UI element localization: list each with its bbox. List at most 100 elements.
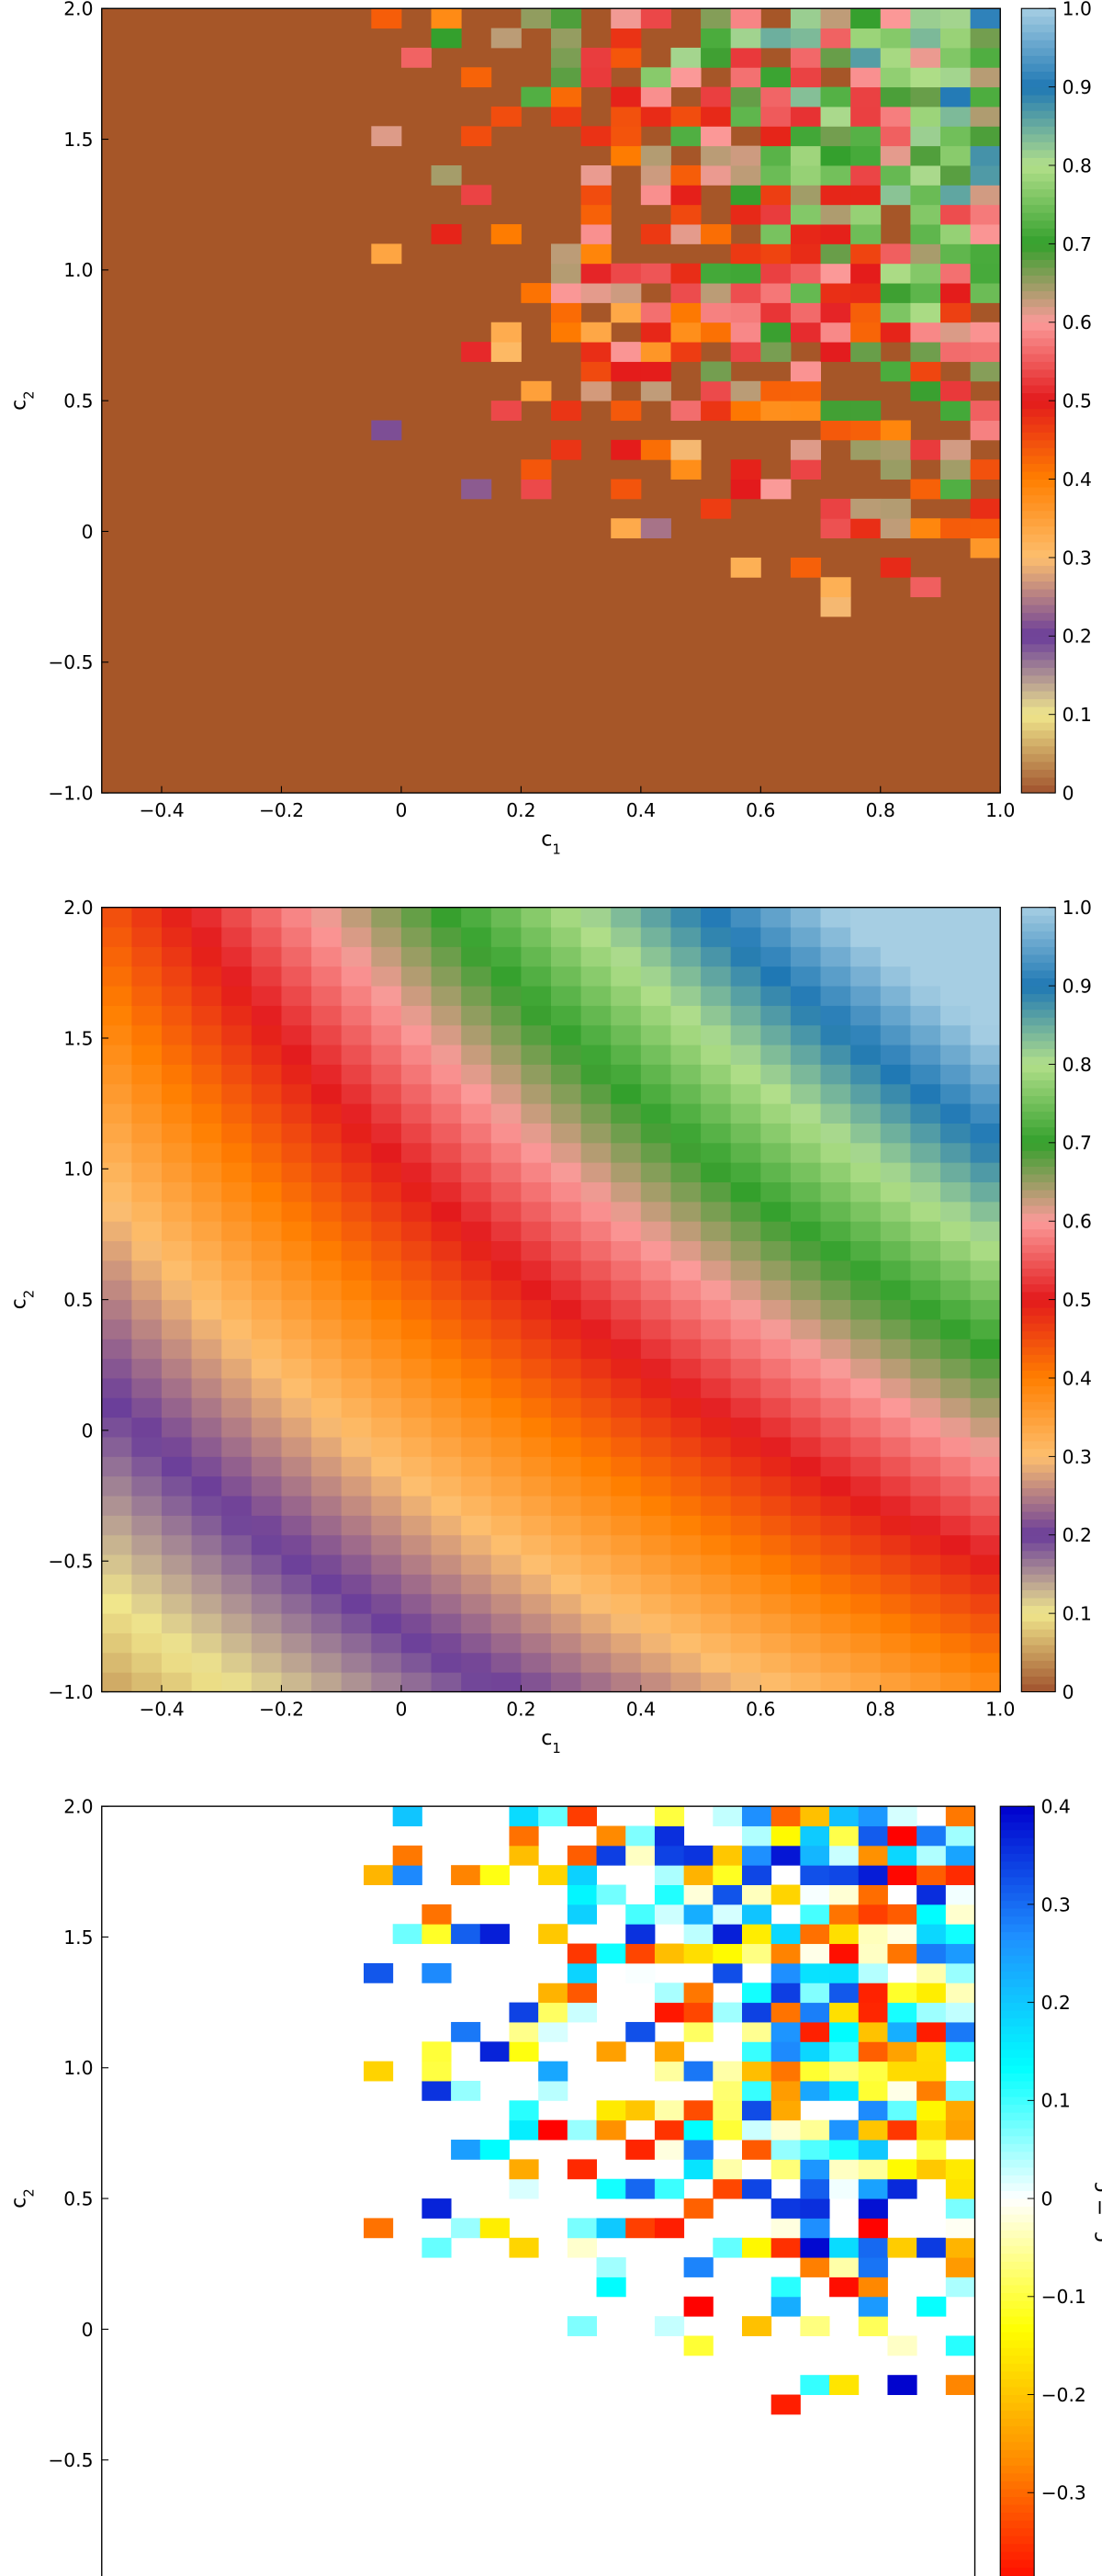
heatmap-cell: [887, 2178, 917, 2199]
colorbar-tick-label: −0.1: [1041, 2286, 1086, 2308]
heatmap-cell: [820, 302, 851, 323]
heatmap-cell: [742, 1904, 772, 1925]
colorbar: 00.10.20.30.40.50.60.70.80.91.0c3,fit: [1020, 897, 1092, 1703]
colorbar-segment: [1021, 1307, 1056, 1316]
heatmap-cell: [580, 1280, 612, 1301]
colorbar-segment: [1021, 212, 1056, 221]
heatmap-cell: [670, 439, 702, 460]
heatmap-cell: [760, 1358, 792, 1379]
y-tick-label: 1.0: [63, 2057, 93, 2079]
colorbar-segment: [1021, 1527, 1056, 1536]
heatmap-cell: [640, 1045, 671, 1065]
colorbar-segment: [1021, 1496, 1056, 1505]
heatmap-cell: [341, 1318, 372, 1339]
heatmap-cell: [281, 1554, 312, 1575]
colorbar-segment: [1021, 1644, 1056, 1654]
heatmap-cell: [509, 2100, 539, 2121]
heatmap-cell: [760, 479, 792, 500]
colorbar-segment: [1021, 8, 1056, 17]
heatmap-cell: [221, 1299, 253, 1320]
heatmap-cell: [580, 1397, 612, 1418]
heatmap-cell: [910, 518, 941, 539]
heatmap-cell: [654, 2041, 685, 2062]
heatmap-cell: [880, 1045, 911, 1065]
heatmap-cell: [970, 1201, 1001, 1222]
colorbar-tick-label: 0: [1063, 782, 1074, 804]
heatmap-cell: [221, 1593, 253, 1614]
heatmap-cell: [640, 518, 671, 539]
heatmap-cell: [730, 1240, 761, 1261]
colorbar-segment: [1021, 1448, 1056, 1457]
heatmap-cell: [431, 1672, 462, 1692]
heatmap-cell: [760, 1162, 792, 1182]
heatmap-cell: [281, 1358, 312, 1379]
colorbar-segment: [1000, 2394, 1035, 2403]
heatmap-cell: [101, 1142, 132, 1163]
heatmap-cell: [654, 1806, 685, 1826]
colorbar-segment: [1000, 2159, 1035, 2168]
colorbar-segment: [1000, 2559, 1035, 2568]
heatmap-cell: [820, 1554, 851, 1575]
heatmap-cell: [461, 126, 492, 147]
heatmap-cell: [770, 2159, 801, 2180]
heatmap-cell: [341, 1083, 372, 1104]
heatmap-cell: [940, 1103, 972, 1124]
colorbar-segment: [1021, 915, 1056, 924]
heatmap-cell: [490, 342, 522, 362]
heatmap-cell: [461, 479, 492, 500]
heatmap-cell: [880, 946, 911, 967]
heatmap-cell: [311, 1534, 343, 1555]
heatmap-cell: [371, 1554, 402, 1575]
heatmap-cell: [683, 2002, 714, 2023]
heatmap-cell: [730, 459, 761, 480]
heatmap-cell: [490, 322, 522, 343]
heatmap-cell: [760, 28, 792, 49]
heatmap-cell: [101, 946, 132, 967]
heatmap-cell: [820, 1280, 851, 1301]
heatmap-cell: [940, 1083, 972, 1104]
heatmap-cell: [770, 1924, 801, 1945]
heatmap-cell: [701, 1103, 732, 1124]
heatmap-cell: [790, 1437, 821, 1457]
heatmap-cell: [790, 1515, 821, 1536]
heatmap-cell: [311, 1299, 343, 1320]
heatmap-cell: [910, 145, 941, 166]
heatmap-cell: [910, 1378, 941, 1398]
colorbar-segment: [1021, 306, 1056, 315]
colorbar-segment: [1021, 47, 1056, 56]
heatmap-cell: [850, 1064, 882, 1085]
colorbar-segment: [1021, 1228, 1056, 1237]
heatmap-cell: [760, 86, 792, 107]
heatmap-cell: [730, 1123, 761, 1144]
heatmap-cell: [730, 1142, 761, 1163]
heatmap-cell: [461, 1633, 492, 1654]
heatmap-cell: [713, 2081, 743, 2101]
heatmap-cell: [940, 1064, 972, 1085]
heatmap-cell: [970, 1339, 1001, 1360]
heatmap-cell: [580, 1299, 612, 1320]
heatmap-cell: [730, 1417, 761, 1438]
heatmap-cell: [670, 47, 702, 68]
heatmap-cell: [191, 1496, 222, 1516]
heatmap-cell: [162, 1397, 193, 1418]
heatmap-cell: [850, 224, 882, 244]
heatmap-cell: [820, 596, 851, 617]
heatmap-cell: [910, 1162, 941, 1182]
colorbar-segment: [1021, 541, 1056, 550]
heatmap-cell: [701, 1339, 732, 1360]
heatmap-cell: [580, 927, 612, 947]
colorbar-segment: [1021, 1072, 1056, 1080]
heatmap-cell: [790, 322, 821, 343]
colorbar-segment: [1021, 1629, 1056, 1638]
heatmap-cell: [281, 1496, 312, 1516]
heatmap-cell: [400, 1181, 433, 1203]
heatmap-cell: [490, 1633, 522, 1654]
colorbar-tick-label: 0.6: [1063, 311, 1092, 333]
heatmap-cell: [371, 126, 402, 147]
heatmap-cell: [850, 145, 882, 166]
heatmap-cell: [880, 498, 911, 519]
heatmap-cell: [910, 1339, 941, 1360]
colorbar-segment: [1021, 16, 1056, 25]
heatmap-cell: [820, 224, 851, 244]
heatmap-cell: [596, 2257, 626, 2277]
